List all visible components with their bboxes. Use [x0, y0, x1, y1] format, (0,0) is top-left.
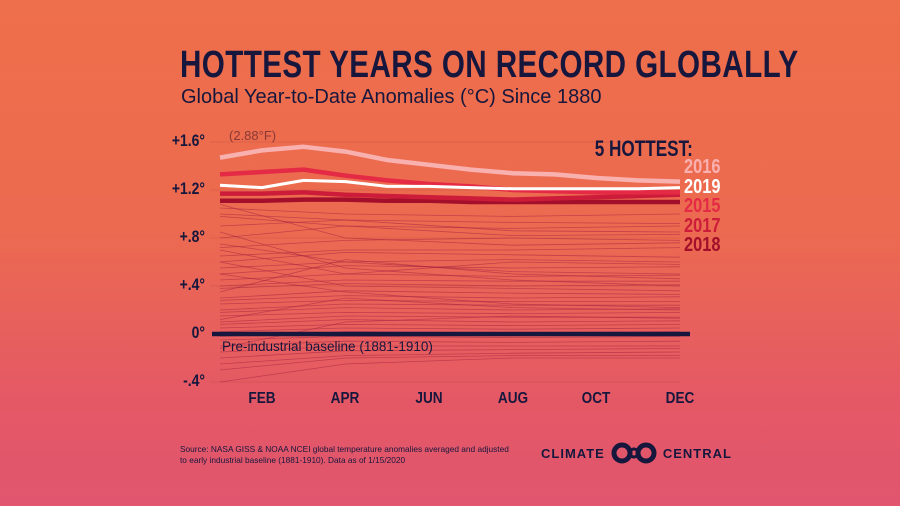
- other-year-line: [219, 357, 680, 383]
- legend-item-2016: 2016: [684, 156, 721, 178]
- legend-item-2015: 2015: [684, 195, 721, 217]
- other-year-line: [219, 273, 681, 308]
- chart-title: HOTTEST YEARS ON RECORD GLOBALLY: [180, 44, 799, 86]
- x-tick-label: JUN: [415, 390, 443, 407]
- x-tick-label: DEC: [665, 390, 695, 407]
- other-year-line: [219, 348, 681, 359]
- other-year-line: [219, 259, 681, 293]
- legend-title: 5 HOTTEST:: [594, 136, 693, 161]
- other-year-line: [219, 249, 681, 275]
- series-line-2019: [219, 178, 681, 191]
- chart-subtitle: Global Year-to-Date Anomalies (°C) Since…: [181, 86, 602, 108]
- other-year-line: [219, 207, 681, 217]
- climate-central-logo: CLIMATE CENTRAL: [541, 442, 732, 464]
- other-year-line: [219, 290, 681, 299]
- other-year-line: [219, 299, 680, 305]
- other-year-line: [219, 355, 680, 371]
- y-tick-label: +.8°: [179, 227, 205, 246]
- x-tick-label: OCT: [582, 390, 611, 407]
- other-year-line: [219, 231, 681, 287]
- other-year-line: [219, 335, 681, 341]
- other-year-line: [219, 204, 681, 246]
- other-year-line: [219, 273, 681, 281]
- y-tick-label: -.4°: [183, 371, 205, 390]
- source-line-2: to early industrial baseline (1881-1910)…: [180, 455, 406, 465]
- other-year-line: [219, 251, 681, 263]
- other-year-line: [219, 345, 680, 353]
- source-line-1: Source: NASA GISS & NOAA NCEI global tem…: [180, 444, 509, 454]
- x-tick-label: FEB: [248, 390, 276, 407]
- series-line-2018: [220, 197, 680, 205]
- legend-item-2019: 2019: [684, 175, 721, 198]
- y-tick-label: +1.6°: [171, 131, 205, 150]
- logo-text-right: CENTRAL: [662, 445, 732, 461]
- other-year-line: [219, 225, 681, 239]
- legend-item-2018: 2018: [684, 234, 721, 256]
- other-year-line: [219, 307, 681, 313]
- other-year-line: [219, 213, 681, 224]
- fahrenheit-note: (2.88°F): [229, 128, 277, 143]
- other-year-line: [219, 327, 681, 332]
- y-tick-label: +1.2°: [171, 179, 205, 198]
- other-year-line: [219, 319, 681, 325]
- y-tick-label: +.4°: [179, 275, 205, 294]
- other-year-line: [219, 259, 681, 269]
- logo-rings-icon: [611, 442, 657, 464]
- other-year-line: [219, 261, 681, 292]
- other-year-line: [219, 351, 681, 365]
- other-year-line: [219, 297, 681, 320]
- y-tick-label: 0°: [191, 323, 205, 342]
- legend-item-2017: 2017: [684, 214, 721, 237]
- x-tick-label: APR: [331, 390, 360, 407]
- other-year-line: [219, 340, 681, 347]
- series-line-2017: [220, 190, 681, 202]
- series-line-2016: [219, 144, 681, 184]
- other-year-line: [219, 295, 681, 301]
- other-year-line: [219, 283, 681, 289]
- other-year-line: [219, 323, 681, 329]
- baseline-label: Pre-industrial baseline (1881-1910): [222, 339, 433, 354]
- other-year-line: [219, 311, 681, 317]
- other-year-line: [219, 237, 681, 248]
- other-year-line: [219, 303, 680, 311]
- x-tick-label: AUG: [497, 390, 528, 407]
- series-line-2015: [219, 167, 680, 195]
- source-note: Source: NASA GISS & NOAA NCEI global tem…: [180, 444, 510, 466]
- logo-text-left: CLIMATE: [541, 445, 605, 461]
- other-year-line: [219, 219, 681, 233]
